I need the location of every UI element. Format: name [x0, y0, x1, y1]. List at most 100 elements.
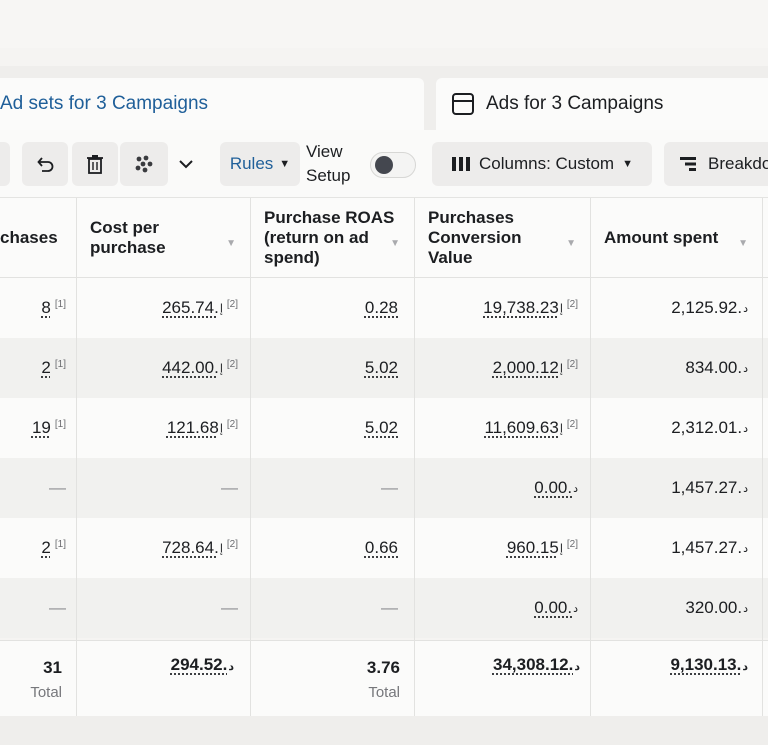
total-purchases-value: 31 [43, 657, 62, 677]
footnote-marker[interactable]: [1] [54, 538, 66, 550]
cell-purchases-value: — [49, 598, 66, 617]
cell-purchases: 19 [1] [0, 398, 66, 458]
cell-purchases: 2 [1] [0, 518, 66, 578]
cell-purchases-value[interactable]: 2 [41, 358, 51, 377]
breakdown-label: Breakdo [708, 154, 768, 173]
footnote-marker[interactable]: [2] [566, 538, 578, 550]
delete-button[interactable] [72, 142, 118, 186]
tab-ads[interactable]: Ads for 3 Campaigns [436, 78, 768, 130]
cell-roas-value[interactable]: 0.66 [364, 538, 398, 557]
cell-cv: 2,000.12 إ [2] [414, 338, 578, 398]
cell-roas-value: — [381, 478, 398, 497]
rules-button[interactable]: Rules ▼ [220, 142, 300, 186]
footnote-marker[interactable]: [2] [226, 418, 238, 430]
total-roas-sub: Total [368, 683, 400, 701]
footnote-marker[interactable]: [2] [226, 358, 238, 370]
cell-cpp-value[interactable]: 728.64. [162, 538, 219, 557]
footnote-marker[interactable]: [2] [566, 298, 578, 310]
columns-button[interactable]: Columns: Custom ▼ [432, 142, 652, 186]
cell-spent: 2,125.92. د [590, 278, 748, 338]
footnote-marker[interactable]: [2] [566, 358, 578, 370]
cell-roas-value[interactable]: 0.28 [364, 298, 398, 317]
cell-cv-value[interactable]: 960.15 [506, 538, 559, 557]
total-spent-currency: د [742, 661, 748, 673]
footnote-marker[interactable]: [2] [566, 418, 578, 430]
total-cpp-currency: د [228, 661, 234, 673]
cell-cv-value[interactable]: 11,609.63 [484, 418, 559, 437]
header-amount-spent[interactable]: Amount spent ▼ [590, 198, 762, 278]
sort-icon[interactable]: ▼ [390, 238, 400, 249]
cell-cv-value[interactable]: 2,000.12 [492, 358, 559, 377]
toolbar-left-button[interactable] [0, 142, 10, 186]
cell-cpp: — [76, 578, 238, 638]
total-cpp-value[interactable]: 294.52. [170, 655, 228, 674]
cell-purchases-value: — [49, 478, 66, 497]
header-roas-label: Purchase ROAS (return on ad spend) [264, 208, 395, 267]
table-row: — — —0.00. د 1,457.27. د [0, 458, 768, 518]
columns-icon [452, 157, 470, 171]
cell-purchases-value[interactable]: 2 [41, 538, 51, 557]
undo-button[interactable] [22, 142, 68, 186]
dots-cluster-icon [135, 155, 153, 173]
currency-symbol: إ [559, 302, 563, 315]
cell-cv-value[interactable]: 0.00. [534, 598, 573, 617]
total-cost-per-purchase: 294.52.د [76, 641, 234, 717]
cell-spent: 1,457.27. د [590, 458, 748, 518]
header-conversion-value[interactable]: Purchases Conversion Value ▼ [414, 198, 590, 278]
total-cpp-wrap: 294.52.د [171, 655, 234, 675]
cell-cpp-value[interactable]: 442.00. [162, 358, 219, 377]
ad-icon [452, 93, 474, 115]
total-roas-value: 3.76 [366, 657, 400, 677]
total-cv-currency: د [574, 661, 580, 673]
header-purchases[interactable]: chases [0, 198, 76, 278]
header-purchases-label: chases [0, 228, 58, 247]
sort-icon[interactable]: ▼ [226, 238, 236, 249]
total-spent-value[interactable]: 9,130.13. [670, 655, 742, 674]
cell-roas-value[interactable]: 5.02 [364, 358, 398, 377]
cell-cv: 960.15 إ [2] [414, 518, 578, 578]
total-spent-wrap: 9,130.13.د [670, 655, 748, 675]
cell-purchases: 2 [1] [0, 338, 66, 398]
currency-symbol: إ [219, 302, 223, 315]
table-row: 2 [1] 442.00. إ [2] 5.02 2,000.12 إ [2] 834.00. د [0, 338, 768, 398]
more-actions-button[interactable] [120, 142, 168, 186]
cell-cpp: 442.00. إ [2] [76, 338, 238, 398]
cell-cpp-value[interactable]: 121.68 [166, 418, 219, 437]
table-row: 19 [1] 121.68 إ [2] 5.02 11,609.63 إ [2] 2,312.01… [0, 398, 768, 458]
cell-cv-value[interactable]: 0.00. [534, 478, 573, 497]
header-roas[interactable]: Purchase ROAS (return on ad spend) ▼ [250, 198, 414, 278]
breakdown-button[interactable]: Breakdo [664, 142, 768, 186]
sort-icon[interactable]: ▼ [566, 238, 576, 249]
cell-cpp-value[interactable]: 265.74. [162, 298, 219, 317]
tab-ads-label: Ads for 3 Campaigns [486, 93, 664, 114]
cell-spent-value: 834.00. [685, 358, 743, 377]
cell-cpp: 728.64. إ [2] [76, 518, 238, 578]
footnote-marker[interactable]: [2] [226, 538, 238, 550]
footnote-marker[interactable]: [2] [226, 298, 238, 310]
currency-symbol: د [743, 302, 748, 315]
total-cv-value[interactable]: 34,308.12. [492, 655, 574, 674]
footnote-marker[interactable]: [1] [54, 418, 66, 430]
currency-symbol: د [743, 422, 748, 435]
header-cost-per-purchase[interactable]: Cost per purchase ▼ [76, 198, 250, 278]
sort-icon[interactable]: ▼ [738, 238, 748, 249]
footnote-marker[interactable]: [1] [54, 358, 66, 370]
cell-cv-value[interactable]: 19,738.23 [483, 298, 559, 317]
table-row: 8 [1] 265.74. إ [2] 0.28 19,738.23 إ [2] 2,125.92… [0, 278, 768, 338]
currency-symbol: د [743, 362, 748, 375]
more-dropdown-button[interactable] [168, 142, 204, 186]
toolbar: Rules ▼ Columns: Custom ▼ Breakdo [0, 130, 768, 198]
cell-spent-value: 2,312.01. [671, 418, 743, 437]
cell-purchases-value[interactable]: 19 [31, 418, 51, 437]
totals-row: 31 Total 294.52.د 3.76 Total 34,308.12.د… [0, 640, 768, 716]
currency-symbol: د [743, 482, 748, 495]
view-setup-label: View Setup [306, 140, 350, 188]
currency-symbol: إ [559, 542, 563, 555]
view-setup-toggle[interactable] [370, 152, 416, 178]
cell-purchases-value[interactable]: 8 [41, 298, 51, 317]
cell-roas-value[interactable]: 5.02 [364, 418, 398, 437]
tab-adsets[interactable]: Ad sets for 3 Campaigns [0, 78, 424, 130]
footnote-marker[interactable]: [1] [54, 298, 66, 310]
bottom-bar [0, 716, 768, 745]
cell-spent-value: 320.00. [685, 598, 743, 617]
